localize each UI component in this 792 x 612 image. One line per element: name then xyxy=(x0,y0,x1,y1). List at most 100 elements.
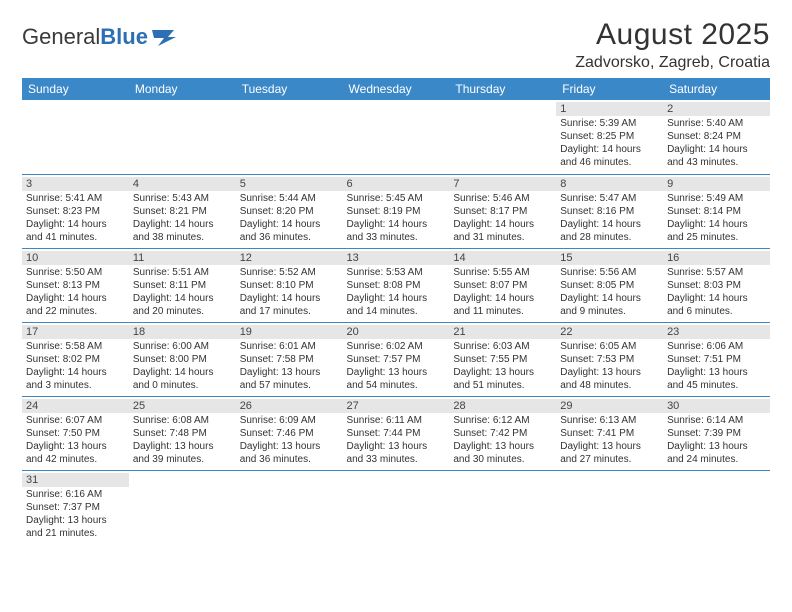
sunset-line: Sunset: 7:44 PM xyxy=(347,427,446,440)
sunset-line: Sunset: 8:02 PM xyxy=(26,353,125,366)
day-number: 22 xyxy=(556,325,663,339)
calendar-cell: 11Sunrise: 5:51 AMSunset: 8:11 PMDayligh… xyxy=(129,248,236,322)
daylight-line: Daylight: 14 hours xyxy=(560,292,659,305)
daylight-line: and 20 minutes. xyxy=(133,305,232,318)
sunset-line: Sunset: 8:17 PM xyxy=(453,205,552,218)
day-header: Friday xyxy=(556,78,663,100)
daylight-line: Daylight: 14 hours xyxy=(240,218,339,231)
day-number: 17 xyxy=(22,325,129,339)
daylight-line: and 24 minutes. xyxy=(667,453,766,466)
day-number: 15 xyxy=(556,251,663,265)
sunrise-line: Sunrise: 5:45 AM xyxy=(347,192,446,205)
sunrise-line: Sunrise: 6:14 AM xyxy=(667,414,766,427)
daylight-line: and 9 minutes. xyxy=(560,305,659,318)
daylight-line: and 43 minutes. xyxy=(667,156,766,169)
daylight-line: Daylight: 13 hours xyxy=(453,440,552,453)
daylight-line: Daylight: 13 hours xyxy=(133,440,232,453)
page-header: GeneralBlue August 2025 Zadvorsko, Zagre… xyxy=(22,18,770,72)
calendar-cell-empty xyxy=(663,470,770,544)
sunset-line: Sunset: 7:48 PM xyxy=(133,427,232,440)
day-number: 25 xyxy=(129,399,236,413)
sunrise-line: Sunrise: 5:40 AM xyxy=(667,117,766,130)
calendar-cell: 13Sunrise: 5:53 AMSunset: 8:08 PMDayligh… xyxy=(343,248,450,322)
day-number: 21 xyxy=(449,325,556,339)
calendar-cell: 22Sunrise: 6:05 AMSunset: 7:53 PMDayligh… xyxy=(556,322,663,396)
daylight-line: and 36 minutes. xyxy=(240,231,339,244)
day-number: 30 xyxy=(663,399,770,413)
daylight-line: and 54 minutes. xyxy=(347,379,446,392)
sunset-line: Sunset: 7:37 PM xyxy=(26,501,125,514)
sunset-line: Sunset: 8:23 PM xyxy=(26,205,125,218)
day-number: 10 xyxy=(22,251,129,265)
calendar-row: 24Sunrise: 6:07 AMSunset: 7:50 PMDayligh… xyxy=(22,396,770,470)
daylight-line: and 39 minutes. xyxy=(133,453,232,466)
sunrise-line: Sunrise: 5:41 AM xyxy=(26,192,125,205)
calendar-cell: 8Sunrise: 5:47 AMSunset: 8:16 PMDaylight… xyxy=(556,174,663,248)
location: Zadvorsko, Zagreb, Croatia xyxy=(575,54,770,72)
daylight-line: and 0 minutes. xyxy=(133,379,232,392)
calendar-cell-empty xyxy=(449,100,556,174)
day-number: 27 xyxy=(343,399,450,413)
calendar-cell-empty xyxy=(449,470,556,544)
daylight-line: and 57 minutes. xyxy=(240,379,339,392)
sunrise-line: Sunrise: 6:05 AM xyxy=(560,340,659,353)
day-number: 19 xyxy=(236,325,343,339)
calendar-cell: 29Sunrise: 6:13 AMSunset: 7:41 PMDayligh… xyxy=(556,396,663,470)
calendar-cell: 17Sunrise: 5:58 AMSunset: 8:02 PMDayligh… xyxy=(22,322,129,396)
calendar-cell-empty xyxy=(129,100,236,174)
sunrise-line: Sunrise: 5:57 AM xyxy=(667,266,766,279)
calendar-cell: 7Sunrise: 5:46 AMSunset: 8:17 PMDaylight… xyxy=(449,174,556,248)
sunrise-line: Sunrise: 5:58 AM xyxy=(26,340,125,353)
calendar-cell: 24Sunrise: 6:07 AMSunset: 7:50 PMDayligh… xyxy=(22,396,129,470)
sunrise-line: Sunrise: 6:00 AM xyxy=(133,340,232,353)
sunset-line: Sunset: 8:21 PM xyxy=(133,205,232,218)
calendar-cell: 6Sunrise: 5:45 AMSunset: 8:19 PMDaylight… xyxy=(343,174,450,248)
day-header: Monday xyxy=(129,78,236,100)
daylight-line: Daylight: 13 hours xyxy=(453,366,552,379)
calendar-cell: 27Sunrise: 6:11 AMSunset: 7:44 PMDayligh… xyxy=(343,396,450,470)
calendar-row: 17Sunrise: 5:58 AMSunset: 8:02 PM Dayligh… xyxy=(22,322,770,396)
daylight-line: and 22 minutes. xyxy=(26,305,125,318)
sunset-line: Sunset: 7:51 PM xyxy=(667,353,766,366)
daylight-line: Daylight: 14 hours xyxy=(667,143,766,156)
daylight-line: and 25 minutes. xyxy=(667,231,766,244)
sunset-line: Sunset: 8:14 PM xyxy=(667,205,766,218)
sunset-line: Sunset: 7:46 PM xyxy=(240,427,339,440)
sunrise-line: Sunrise: 5:49 AM xyxy=(667,192,766,205)
daylight-line: Daylight: 14 hours xyxy=(453,292,552,305)
day-number: 31 xyxy=(22,473,129,487)
day-number: 6 xyxy=(343,177,450,191)
brand-part2: Blue xyxy=(100,24,148,50)
sunrise-line: Sunrise: 6:12 AM xyxy=(453,414,552,427)
sunrise-line: Sunrise: 5:52 AM xyxy=(240,266,339,279)
sunset-line: Sunset: 8:11 PM xyxy=(133,279,232,292)
calendar-cell-empty xyxy=(236,470,343,544)
daylight-line: Daylight: 13 hours xyxy=(240,440,339,453)
calendar-cell: 12Sunrise: 5:52 AMSunset: 8:10 PMDayligh… xyxy=(236,248,343,322)
day-number: 16 xyxy=(663,251,770,265)
daylight-line: Daylight: 13 hours xyxy=(26,514,125,527)
day-number: 5 xyxy=(236,177,343,191)
calendar-cell: 3Sunrise: 5:41 AMSunset: 8:23 PMDaylight… xyxy=(22,174,129,248)
calendar-cell: 9Sunrise: 5:49 AMSunset: 8:14 PMDaylight… xyxy=(663,174,770,248)
day-number: 8 xyxy=(556,177,663,191)
sunset-line: Sunset: 8:19 PM xyxy=(347,205,446,218)
daylight-line: Daylight: 13 hours xyxy=(560,440,659,453)
sunrise-line: Sunrise: 5:50 AM xyxy=(26,266,125,279)
sunset-line: Sunset: 7:57 PM xyxy=(347,353,446,366)
calendar-cell: 1Sunrise: 5:39 AMSunset: 8:25 PMDaylight… xyxy=(556,100,663,174)
calendar-cell: 28Sunrise: 6:12 AMSunset: 7:42 PMDayligh… xyxy=(449,396,556,470)
daylight-line: and 17 minutes. xyxy=(240,305,339,318)
calendar-cell: 31Sunrise: 6:16 AMSunset: 7:37 PMDayligh… xyxy=(22,470,129,544)
sunrise-line: Sunrise: 5:47 AM xyxy=(560,192,659,205)
daylight-line: and 30 minutes. xyxy=(453,453,552,466)
sunset-line: Sunset: 8:24 PM xyxy=(667,130,766,143)
calendar-cell: 21Sunrise: 6:03 AMSunset: 7:55 PMDayligh… xyxy=(449,322,556,396)
day-number: 20 xyxy=(343,325,450,339)
title-block: August 2025 Zadvorsko, Zagreb, Croatia xyxy=(575,18,770,72)
daylight-line: and 38 minutes. xyxy=(133,231,232,244)
daylight-line: and 33 minutes. xyxy=(347,453,446,466)
daylight-line: and 31 minutes. xyxy=(453,231,552,244)
day-number: 26 xyxy=(236,399,343,413)
calendar-cell: 10Sunrise: 5:50 AMSunset: 8:13 PMDayligh… xyxy=(22,248,129,322)
